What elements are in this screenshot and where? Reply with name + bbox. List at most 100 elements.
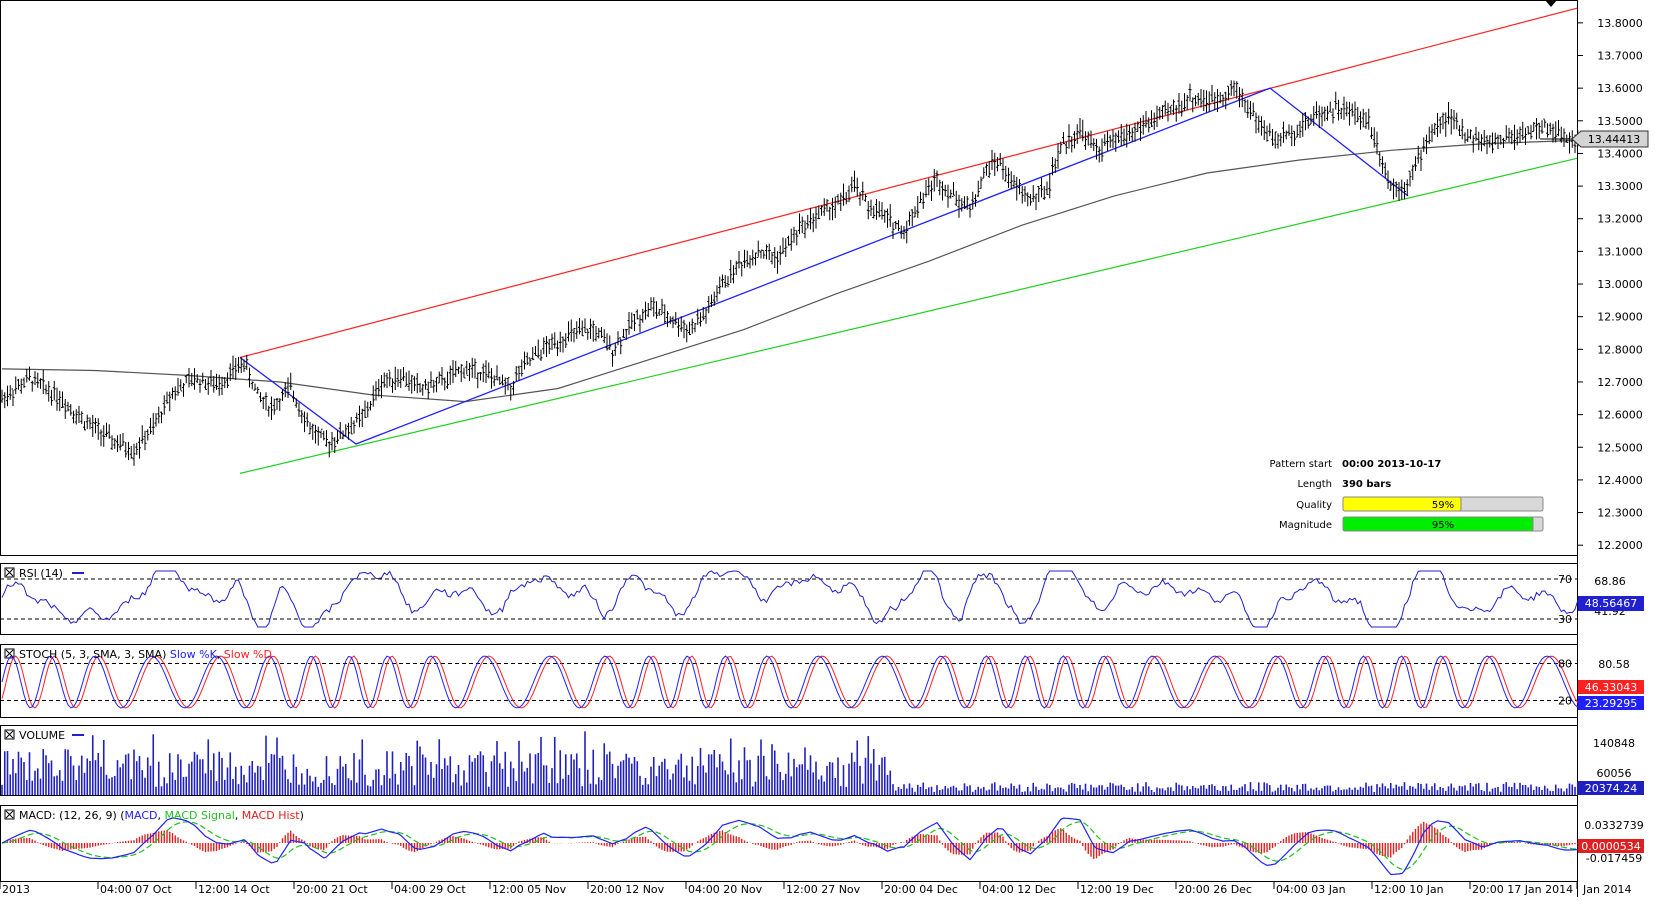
price-axis-label: 13.3000 — [1597, 180, 1643, 193]
time-axis-label: 12:00 19 Dec — [1080, 883, 1154, 896]
macd-title: MACD: (12, 26, 9) (MACD, MACD Signal, MA… — [19, 809, 304, 822]
price-axis-label: 13.5000 — [1597, 115, 1643, 128]
stoch-title-prefix: STOCH (5, 3, SMA, 3, SMA) — [19, 648, 170, 661]
macd-current-box — [1578, 839, 1644, 853]
pattern-line — [239, 87, 1409, 445]
macd-signal-label: MACD Signal — [165, 809, 235, 822]
stoch-slow-k-line — [1, 655, 1579, 709]
time-axis-label: 04:00 07 Oct — [100, 883, 172, 896]
pattern-info: Pattern start 00:00 2013-10-17 Length 39… — [1270, 459, 1544, 532]
volume-close-x — [5, 730, 14, 739]
price-axis-label: 12.2000 — [1597, 539, 1643, 552]
macd-axis-low: -0.017459 — [1586, 852, 1642, 865]
time-axis-label: 04:00 03 Jan — [1276, 883, 1346, 896]
magnitude-label: Magnitude — [1279, 520, 1332, 531]
stoch-k-label: Slow %K — [170, 648, 218, 661]
time-axis-label: 2013 — [2, 883, 30, 896]
macd-title-prefix: MACD: (12, 26, 9) ( — [19, 809, 125, 822]
stoch-d-current-box — [1578, 680, 1644, 694]
price-axis-label: 12.4000 — [1597, 474, 1643, 487]
price-panel-frame — [0, 0, 1578, 556]
current-price-box — [1571, 130, 1649, 148]
rsi-line — [1, 570, 1579, 628]
rsi-current-value: 48.56467 — [1585, 597, 1638, 610]
rsi-title: RSI (14) — [19, 567, 63, 580]
support-line — [239, 157, 1578, 474]
length-value: 390 bars — [1342, 479, 1391, 490]
time-axis-label: 20:00 04 Dec — [884, 883, 958, 896]
volume-bars — [1, 731, 1579, 795]
current-price-label: 13.44413 — [1588, 133, 1641, 146]
price-axis: 13.8000 13.7000 13.6000 13.5000 13.4000 13.30… — [1577, 17, 1643, 552]
price-axis-label: 13.2000 — [1597, 213, 1643, 226]
macd-signal-line — [1, 821, 1578, 871]
rsi-axis-high: 68.86 — [1594, 575, 1626, 588]
price-axis-label: 12.8000 — [1597, 343, 1643, 356]
time-axis: 2013 04:00 07 Oct 12:00 14 Oct 20:00 21 Oct… — [0, 881, 1631, 896]
current-price-tag: 13.44413 — [1571, 130, 1649, 148]
price-axis-label: 12.7000 — [1597, 376, 1643, 389]
stoch-k-current-box — [1578, 696, 1644, 710]
price-axis-label: 12.5000 — [1597, 441, 1643, 454]
stoch-d-label: Slow %D — [224, 648, 272, 661]
macd-hist-label: MACD Hist — [242, 809, 301, 822]
time-axis-label: 20:00 17 Jan 2014 — [1472, 883, 1573, 896]
volume-current-value: 20374.24 — [1585, 782, 1638, 795]
rsi-panel: RSI (14) 70 30 68.86 41.92 48.56467 — [0, 563, 1644, 635]
price-axis-label: 13.4000 — [1597, 147, 1643, 160]
quality-bar-fill — [1342, 496, 1462, 512]
time-axis-label: Jan 2014 — [1582, 883, 1631, 896]
rsi-level-30-label: 30 — [1558, 613, 1572, 626]
volume-current-box — [1578, 781, 1644, 795]
stoch-k-current-value: 23.29295 — [1585, 697, 1638, 710]
price-axis-label: 13.1000 — [1597, 245, 1643, 258]
macd-histogram — [4, 821, 1579, 859]
volume-title: VOLUME — [19, 729, 65, 742]
scroll-end-marker[interactable] — [1545, 0, 1557, 7]
magnitude-bar-fill — [1342, 516, 1534, 532]
time-axis-label: 20:00 26 Dec — [1178, 883, 1252, 896]
time-axis-label: 12:00 27 Nov — [786, 883, 861, 896]
quality-label: Quality — [1296, 500, 1332, 511]
macd-close-x — [5, 810, 14, 819]
rsi-panel-frame — [0, 563, 1578, 635]
price-axis-label: 12.6000 — [1597, 409, 1643, 422]
time-axis-label: 12:00 10 Jan — [1374, 883, 1444, 896]
time-axis-label: 04:00 20 Nov — [688, 883, 763, 896]
time-axis-label: 04:00 12 Dec — [982, 883, 1056, 896]
price-axis-label: 13.0000 — [1597, 278, 1643, 291]
resistance-line — [239, 7, 1578, 359]
price-candles — [0, 80, 1580, 466]
stoch-title: STOCH (5, 3, SMA, 3, SMA) Slow %K, Slow … — [19, 648, 272, 661]
macd-axis-high: 0.0332739 — [1584, 819, 1644, 832]
price-axis-label: 13.6000 — [1597, 82, 1643, 95]
stoch-d-current-value: 46.33043 — [1585, 681, 1638, 694]
macd-current-value: 0.0000534 — [1581, 840, 1641, 853]
stoch-axis-high: 80.58 — [1598, 658, 1630, 671]
stoch-level-80-label: 80 — [1558, 657, 1572, 670]
time-axis-label: 04:00 29 Oct — [394, 883, 466, 896]
volume-axis-mid: 60056 — [1597, 767, 1632, 780]
rsi-current-box — [1578, 596, 1644, 611]
macd-label: MACD — [125, 809, 158, 822]
rsi-close-x — [5, 568, 14, 577]
stoch-slow-d-line — [1, 655, 1579, 709]
stoch-close-x — [5, 649, 14, 658]
stoch-panel: STOCH (5, 3, SMA, 3, SMA) Slow %K, Slow … — [0, 644, 1644, 718]
time-axis-label: 12:00 14 Oct — [198, 883, 270, 896]
pattern-start-label: Pattern start — [1270, 459, 1333, 470]
volume-panel: VOLUME 140848 60056 20374.24 — [0, 725, 1644, 796]
length-label: Length — [1298, 479, 1333, 490]
rsi-level-70-label: 70 — [1558, 573, 1572, 586]
volume-axis-high: 140848 — [1593, 737, 1635, 750]
moving-average-line — [1, 139, 1578, 403]
stoch-level-20-label: 20 — [1558, 695, 1572, 708]
time-axis-label: 20:00 21 Oct — [296, 883, 368, 896]
macd-panel: MACD: (12, 26, 9) (MACD, MACD Signal, MA… — [0, 805, 1644, 882]
price-axis-label: 12.3000 — [1597, 507, 1643, 520]
time-axis-label: 12:00 05 Nov — [492, 883, 567, 896]
stoch-panel-frame — [0, 644, 1578, 718]
